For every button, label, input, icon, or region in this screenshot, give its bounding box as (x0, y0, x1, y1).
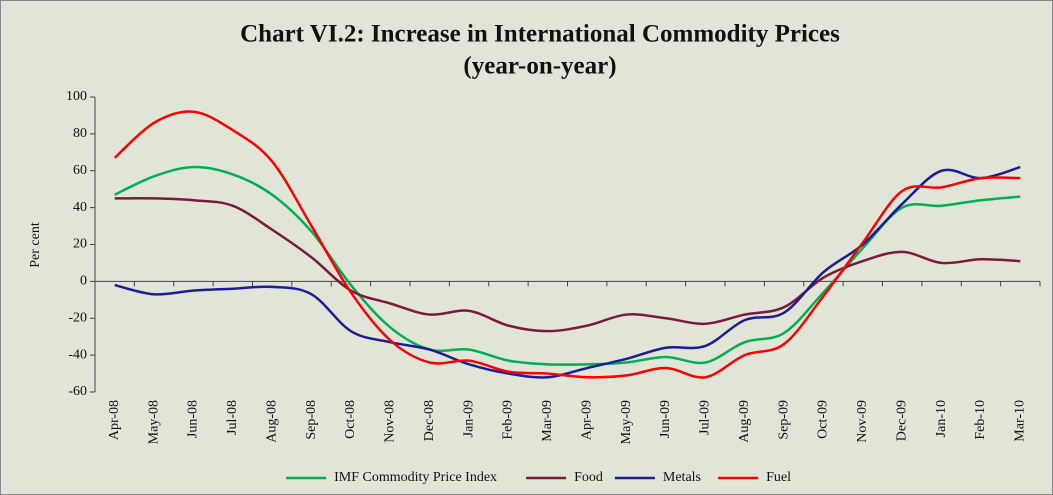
legend-label: Metals (663, 470, 701, 485)
y-tick-label: 20 (73, 237, 87, 252)
x-tick-label: Mar-09 (540, 400, 555, 442)
chart-subtitle: (year-on-year) (463, 53, 616, 80)
x-tick-label: Sep-09 (776, 400, 791, 440)
x-tick-label: Feb-09 (501, 400, 516, 440)
y-tick-label: -60 (68, 384, 87, 399)
y-tick-label: 0 (80, 274, 87, 289)
x-tick-label: May-08 (146, 400, 161, 444)
x-tick-label: Nov-08 (383, 400, 398, 443)
legend-label: Fuel (766, 470, 791, 485)
x-tick-label: May-09 (619, 400, 634, 444)
x-tick-label: Dec-08 (422, 400, 437, 441)
x-tick-label: Jul-09 (698, 400, 713, 435)
series-line (114, 165, 1021, 379)
y-tick-label: 80 (73, 126, 87, 141)
x-tick-label: Oct-08 (343, 400, 358, 439)
x-tick-label: Mar-10 (1013, 400, 1028, 442)
y-tick-label: 100 (66, 89, 87, 104)
series-line (114, 165, 1021, 366)
x-tick-label: Jan-09 (461, 400, 476, 437)
x-tick-label: Apr-08 (107, 400, 122, 440)
x-tick-label: Sep-08 (304, 400, 319, 440)
y-tick-label: 40 (73, 200, 87, 215)
x-tick-label: Feb-10 (973, 400, 988, 440)
series-line (113, 110, 1021, 379)
x-tick-label: Apr-09 (579, 400, 594, 440)
x-tick-label: Jan-10 (934, 400, 949, 437)
x-tick-label: Aug-09 (737, 400, 752, 443)
x-tick-label: Aug-08 (264, 400, 279, 443)
x-tick-label: Jul-08 (225, 400, 240, 435)
x-tick-label: Oct-09 (816, 400, 831, 439)
x-tick-label: Jun-09 (658, 400, 673, 438)
y-tick-label: -40 (68, 347, 87, 362)
y-tick-label: -20 (68, 310, 87, 325)
x-tick-label: Nov-09 (855, 400, 870, 443)
x-tick-label: Jun-08 (186, 400, 201, 438)
y-axis-label: Per cent (28, 222, 43, 268)
x-tick-label: Dec-09 (894, 400, 909, 441)
y-tick-label: 60 (73, 163, 87, 178)
legend-label: Food (574, 470, 603, 485)
chart-title: Chart VI.2: Increase in International Co… (240, 21, 840, 48)
legend-label: IMF Commodity Price Index (334, 470, 497, 485)
series-line (114, 197, 1021, 333)
